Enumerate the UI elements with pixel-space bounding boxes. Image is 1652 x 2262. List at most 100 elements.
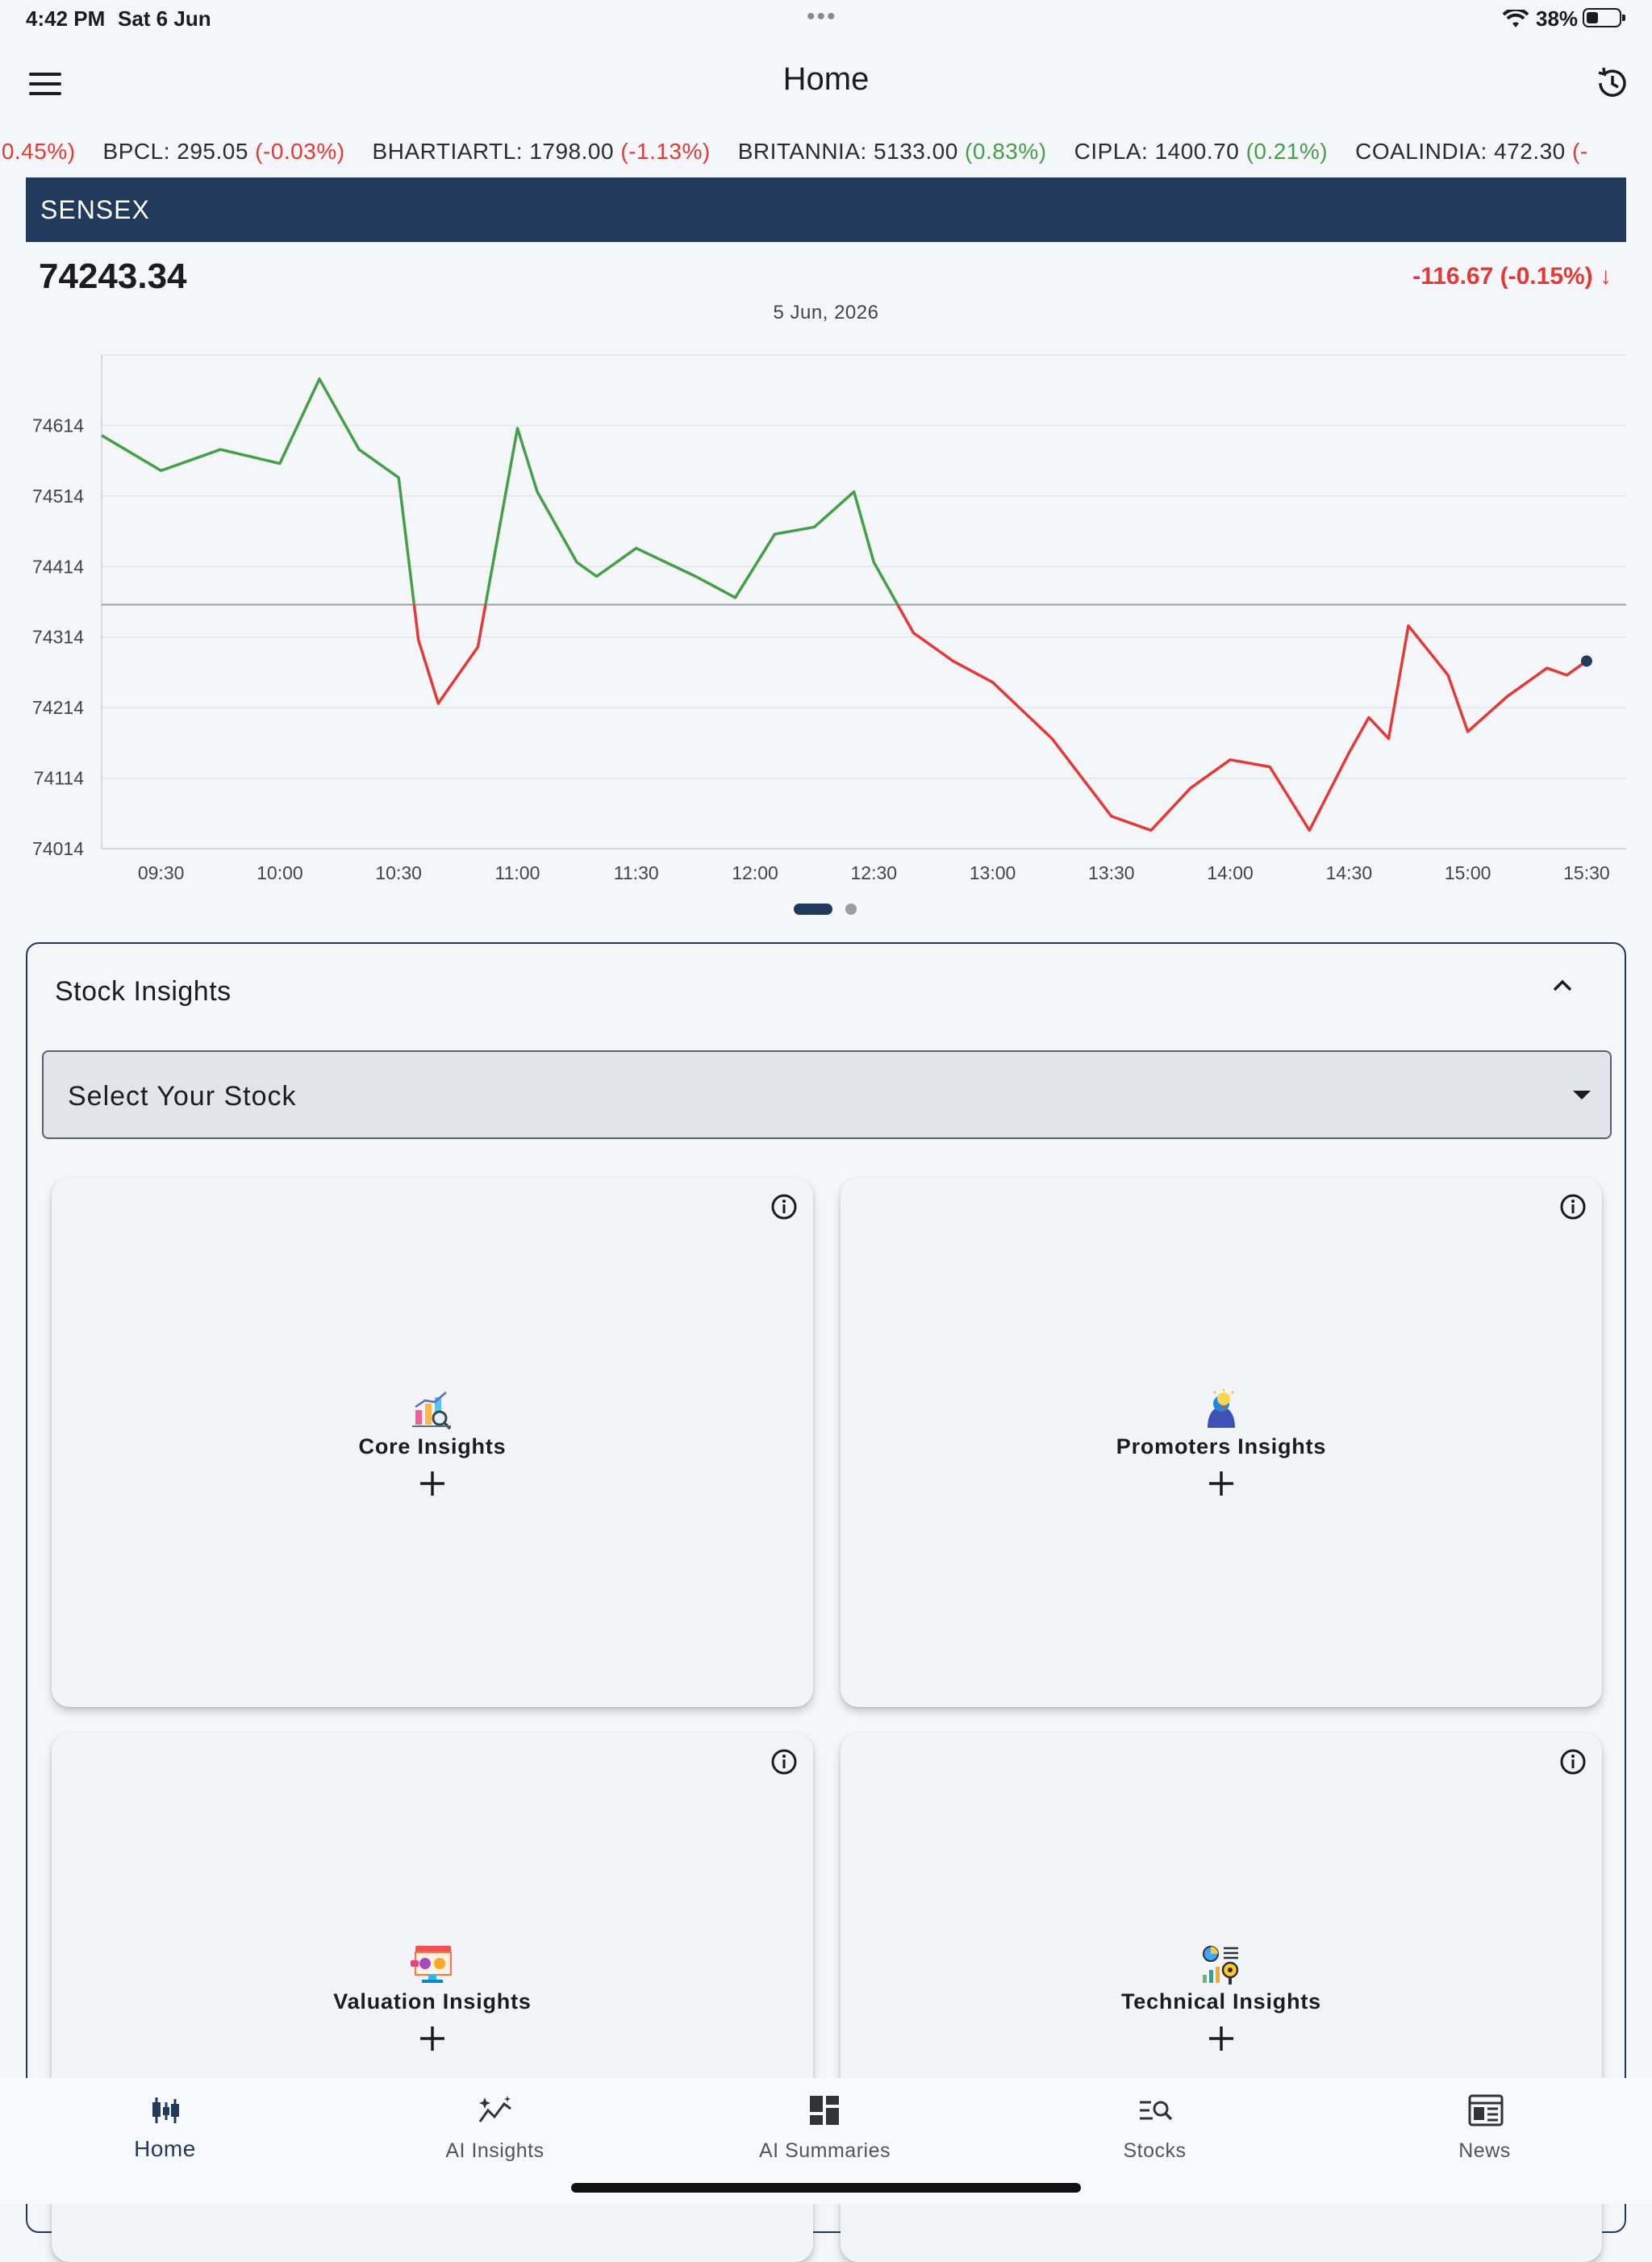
ticker-item[interactable]: -0.45%) (0, 139, 76, 164)
nav-label: AI Insights (445, 2139, 544, 2162)
core-insights-card[interactable]: Core Insights (52, 1178, 813, 1707)
x-tick-label: 14:00 (1207, 862, 1254, 883)
battery-icon (1583, 8, 1625, 27)
ticker-symbol-price: BPCL: 295.05 (102, 139, 248, 164)
info-icon[interactable] (1558, 1192, 1587, 1221)
card-label: Promoters Insights (1116, 1434, 1327, 1459)
card-label: Technical Insights (1121, 1989, 1321, 2014)
ticker-change: (0.83%) (957, 139, 1047, 164)
ticker-item[interactable]: CIPLA: 1400.70 (0.21%) (1074, 139, 1329, 164)
index-change: -116.67 (-0.15%) ↓ (1412, 263, 1612, 290)
ticker-symbol-price: COALINDIA: 472.30 (1355, 139, 1566, 164)
promoters-insights-card[interactable]: Promoters Insights (841, 1178, 1602, 1707)
status-time: 4:42 PM (26, 6, 106, 31)
x-tick-label: 15:30 (1563, 862, 1610, 883)
pager-dot[interactable] (845, 904, 857, 915)
info-icon[interactable] (770, 1192, 799, 1221)
y-tick-label: 74614 (32, 415, 84, 436)
ticker-change: (- (1565, 139, 1588, 164)
nav-label: Home (134, 2136, 196, 2161)
wifi-icon (1502, 10, 1529, 27)
nav-label: Stocks (1123, 2139, 1187, 2162)
ticker-symbol-price: BHARTIARTL: 1798.00 (372, 139, 615, 164)
battery-percent: 38% (1536, 6, 1579, 31)
chart-date: 5 Jun, 2026 (773, 302, 879, 323)
nav-item-home[interactable]: Home (0, 2078, 330, 2175)
promoter-idea-icon (1208, 1389, 1235, 1428)
ticker-symbol-price: CIPLA: 1400.70 (1074, 139, 1240, 164)
history-icon[interactable] (1594, 65, 1631, 102)
chevron-up-icon[interactable] (1550, 978, 1575, 994)
chart-svg: 74614 74514 74414 74314 74214 74114 74014 09:30… (32, 354, 1626, 883)
index-value: 74243.34 (39, 257, 187, 296)
search-list-icon (1140, 2101, 1173, 2121)
candlestick-icon (152, 2097, 179, 2123)
multitasking-dots-icon[interactable]: ••• (807, 3, 837, 30)
y-tick-label: 74314 (32, 627, 84, 648)
nav-item-news[interactable]: News (1320, 2078, 1650, 2175)
ticker-item[interactable]: BPCL: 295.05 (-0.03%) (103, 139, 345, 164)
y-tick-label: 74214 (32, 697, 84, 718)
sparkle-chart-icon (478, 2096, 511, 2122)
ticker-symbol-price: BRITANNIA: 5133.00 (737, 139, 958, 164)
y-tick-label: 74514 (32, 486, 84, 507)
sensex-intraday-chart[interactable]: 74614 74514 74414 74314 74214 74114 74014 09:30… (0, 339, 1652, 887)
plus-icon[interactable] (1208, 2025, 1235, 2052)
ticker-symbol-price: -0.45%) (0, 139, 76, 164)
stock-insights-panel: Stock Insights Select Your Stock Core In… (26, 942, 1626, 2262)
y-tick-label: 74414 (32, 556, 84, 577)
ticker-change: (0.21%) (1239, 139, 1329, 164)
x-tick-label: 11:00 (495, 862, 540, 883)
x-tick-label: 14:30 (1326, 862, 1373, 883)
index-header: SENSEX (26, 177, 1626, 242)
x-tick-label: 13:00 (970, 862, 1016, 883)
nav-label: AI Summaries (759, 2139, 891, 2162)
dashboard-icon (810, 2096, 839, 2125)
info-icon[interactable] (770, 1747, 799, 1776)
y-tick-label: 74114 (34, 768, 84, 789)
pager-dot-active[interactable] (794, 904, 832, 915)
analytics-chart-icon (412, 1392, 452, 1430)
price-line-above (101, 377, 899, 605)
nav-item-ai-summaries[interactable]: AI Summaries (660, 2078, 990, 2175)
info-icon[interactable] (1558, 1747, 1587, 1776)
x-tick-label: 09:30 (138, 862, 185, 883)
stock-ticker[interactable]: -0.45%) BPCL: 295.05 (-0.03%) BHARTIARTL: … (0, 129, 1652, 177)
ticker-item[interactable]: BHARTIARTL: 1798.00 (-1.13%) (373, 139, 711, 164)
newspaper-icon (1468, 2094, 1504, 2126)
stock-select-dropdown[interactable]: Select Your Stock (42, 1050, 1612, 1139)
stock-select-label: Select Your Stock (68, 1081, 297, 1112)
card-label: Core Insights (358, 1434, 507, 1459)
last-price-point (1580, 655, 1592, 667)
nav-item-stocks[interactable]: Stocks (990, 2078, 1320, 2175)
page-title: Home (782, 61, 870, 97)
valuation-monitor-icon (411, 1946, 452, 1983)
ticker-item[interactable]: COALINDIA: 472.30 (- (1355, 139, 1588, 164)
technical-analysis-icon (1203, 1946, 1239, 1984)
plus-icon[interactable] (419, 2025, 446, 2052)
insights-title: Stock Insights (55, 976, 232, 1007)
ticker-item[interactable]: BRITANNIA: 5133.00 (0.83%) (738, 139, 1047, 164)
x-tick-label: 12:30 (850, 862, 897, 883)
ticker-change: (-1.13%) (614, 139, 711, 164)
nav-item-ai-insights[interactable]: AI Insights (330, 2078, 660, 2175)
caret-down-icon (1573, 1091, 1591, 1100)
card-label: Valuation Insights (333, 1989, 532, 2014)
ticker-track: -0.45%) BPCL: 295.05 (-0.03%) BHARTIARTL: … (0, 139, 1616, 165)
x-tick-label: 12:00 (732, 862, 778, 883)
x-tick-label: 10:00 (257, 862, 303, 883)
x-tick-label: 11:30 (614, 862, 659, 883)
price-line-below (412, 604, 1587, 833)
plus-icon[interactable] (419, 1470, 446, 1497)
x-tick-label: 15:00 (1445, 862, 1491, 883)
app-bar: Home (0, 39, 1652, 129)
plus-icon[interactable] (1208, 1470, 1235, 1497)
menu-icon[interactable] (29, 73, 61, 97)
x-tick-label: 10:30 (375, 862, 422, 883)
nav-label: News (1458, 2139, 1511, 2162)
y-tick-label: 74014 (32, 838, 84, 859)
home-indicator[interactable] (571, 2183, 1081, 2193)
status-date: Sat 6 Jun (118, 6, 211, 31)
status-bar: 4:42 PM Sat 6 Jun ••• 38% (0, 0, 1652, 39)
x-tick-label: 13:30 (1088, 862, 1135, 883)
